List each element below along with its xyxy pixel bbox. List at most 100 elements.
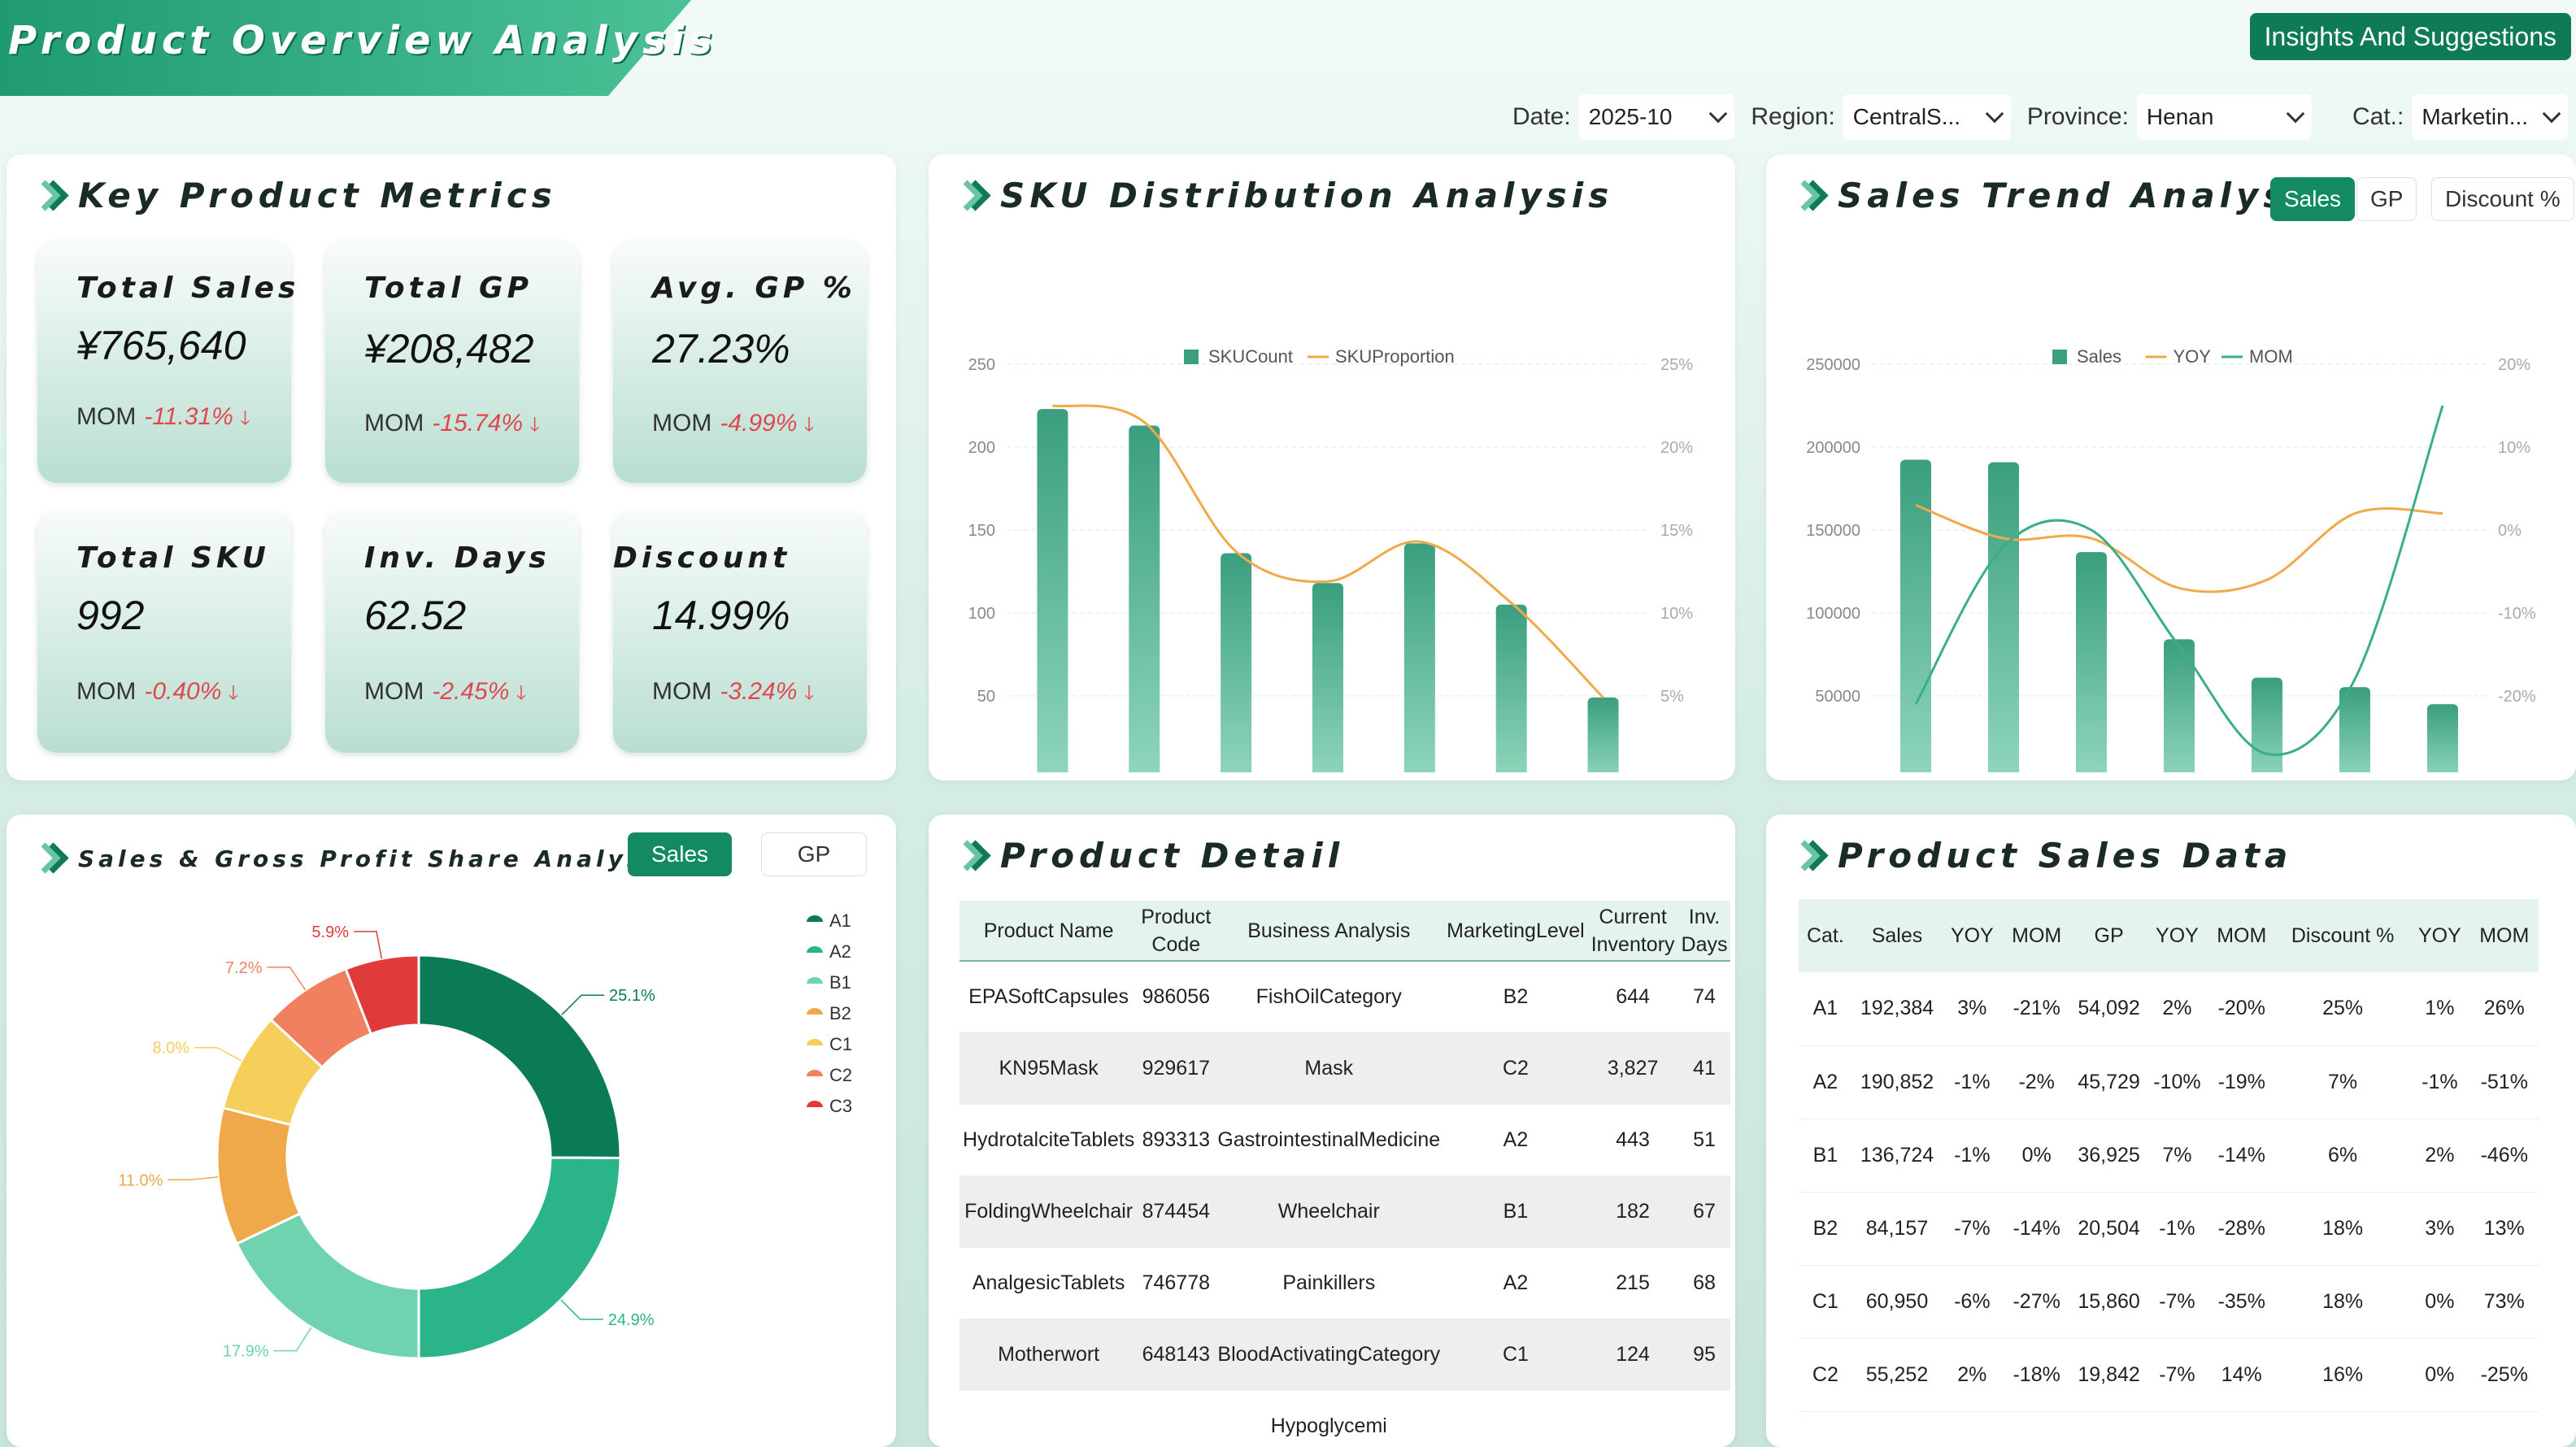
donut-slice-C3[interactable]: [344, 954, 420, 1036]
slice-label: 8.0%: [152, 1040, 189, 1058]
category-select[interactable]: Marketin...: [2412, 94, 2569, 140]
share-toggle-sales[interactable]: Sales: [628, 832, 732, 876]
legend-label[interactable]: SKUCount: [1208, 346, 1293, 367]
bar-C3[interactable]: [2427, 704, 2458, 772]
table-cell: 0%: [2002, 1119, 2071, 1193]
table-row[interactable]: KN95Mask 929617 Mask C2 3,827 41: [959, 1032, 1731, 1105]
column-header[interactable]: Cat.: [1799, 899, 1852, 972]
label-leader: [561, 994, 605, 1015]
table-cell: 36,925: [2070, 1119, 2147, 1193]
donut-slice-B1[interactable]: [235, 1211, 420, 1360]
bar-A2[interactable]: [1988, 462, 2019, 772]
legend-swatch: [807, 1008, 823, 1015]
table-row[interactable]: EPASoftCapsules 986056 FishOilCategory B2 64…: [959, 961, 1731, 1033]
arrow-down-icon: 🡓: [529, 414, 540, 436]
column-header[interactable]: Product Name: [959, 901, 1138, 962]
legend-label[interactable]: Sales: [2077, 346, 2121, 367]
bar-A1[interactable]: [1037, 409, 1068, 772]
table-row[interactable]: A1 192,384 3% -21% 54,092 2% -20% 25% 1% 26%: [1799, 972, 2539, 1046]
legend-label[interactable]: YOY: [2174, 346, 2212, 367]
trend-toggle-gp[interactable]: GP: [2356, 177, 2417, 221]
slice-label: 17.9%: [223, 1343, 269, 1361]
insights-button[interactable]: Insights And Suggestions: [2249, 13, 2571, 60]
legend-label[interactable]: C2: [829, 1065, 852, 1085]
column-header[interactable]: MOM: [2207, 899, 2276, 972]
bar-C2[interactable]: [2339, 687, 2370, 772]
column-header[interactable]: Sales: [1852, 899, 1943, 972]
table-row[interactable]: HydrotalciteTablets 893313 Gastrointestina…: [959, 1104, 1731, 1176]
legend-swatch: [1184, 350, 1199, 364]
legend-label[interactable]: A1: [829, 910, 851, 931]
region-select[interactable]: CentralS...: [1843, 94, 2011, 140]
bar-C3[interactable]: [1587, 697, 1619, 772]
legend-label[interactable]: C1: [829, 1034, 852, 1054]
table-cell: Motherwort: [959, 1319, 1138, 1391]
bar-B1[interactable]: [1221, 553, 1252, 772]
bar-B2[interactable]: [2164, 639, 2195, 772]
table-cell: 648143: [1138, 1319, 1215, 1391]
legend-label[interactable]: MOM: [2249, 346, 2293, 367]
column-header[interactable]: MOM: [2002, 899, 2071, 972]
table-row[interactable]: Hypoglycemi: [959, 1390, 1731, 1447]
column-header[interactable]: Product Code: [1138, 901, 1215, 962]
legend-label[interactable]: C3: [829, 1096, 852, 1116]
legend-swatch: [807, 915, 823, 922]
column-header[interactable]: GP: [2070, 899, 2147, 972]
sku-title: SKU Distribution Analysis: [961, 176, 1613, 215]
share-analysis-panel: Sales & Gross Profit Share Analysis Sale…: [7, 815, 896, 1447]
bar-B2[interactable]: [1312, 583, 1343, 772]
table-cell: 192,384: [1852, 972, 1943, 1046]
column-header[interactable]: Current Inventory: [1587, 901, 1678, 962]
trend-toggle-sales[interactable]: Sales: [2270, 177, 2356, 221]
section-arrow-icon: [961, 180, 989, 212]
bar-A1[interactable]: [1900, 459, 1931, 772]
column-header[interactable]: Discount %: [2275, 899, 2410, 972]
region-filter-label: Region:: [1751, 103, 1835, 130]
series-line-MOM[interactable]: [1914, 405, 2444, 756]
table-cell: B1: [1799, 1119, 1852, 1193]
table-row[interactable]: Motherwort 648143 BloodActivatingCategory C…: [959, 1319, 1731, 1391]
table-cell: -21%: [2002, 972, 2071, 1046]
date-select[interactable]: 2025-10: [1578, 94, 1735, 140]
bar-B1[interactable]: [2076, 552, 2107, 772]
table-cell: 25%: [2275, 972, 2410, 1046]
date-select-value: 2025-10: [1588, 104, 1673, 129]
column-header[interactable]: Inv. Days: [1677, 901, 1731, 962]
column-header[interactable]: Business Analysis: [1214, 901, 1444, 962]
legend-label[interactable]: B2: [829, 1003, 851, 1023]
metric-mom: MOM -15.74% 🡓: [364, 410, 540, 444]
table-row[interactable]: A2 190,852 -1% -2% 45,729 -10% -19% 7% -1% -51%: [1799, 1045, 2539, 1119]
legend-label[interactable]: B1: [829, 972, 851, 993]
share-toggle-gp[interactable]: GP: [761, 832, 867, 876]
table-cell: 67: [1677, 1175, 1731, 1248]
table-row[interactable]: C1 60,950 -6% -27% 15,860 -7% -35% 18% 0% 73%: [1799, 1265, 2539, 1339]
series-line-SKUProportion[interactable]: [1052, 404, 1604, 699]
table-row[interactable]: C2 55,252 2% -18% 19,842 -7% 14% 16% 0% -25%: [1799, 1338, 2539, 1412]
province-select[interactable]: Henan: [2136, 94, 2312, 140]
legend-label[interactable]: SKUProportion: [1335, 346, 1455, 367]
trend-toggle-discount[interactable]: Discount %: [2431, 177, 2574, 221]
column-header[interactable]: YOY: [1942, 899, 2003, 972]
donut-slice-A1[interactable]: [417, 954, 622, 1160]
table-cell: 41: [1677, 1032, 1731, 1105]
bar-C1[interactable]: [1403, 543, 1435, 772]
table-row[interactable]: AnalgesicTablets 746778 Painkillers A2 215 68: [959, 1247, 1731, 1319]
table-row[interactable]: B1 136,724 -1% 0% 36,925 7% -14% 6% 2% -46%: [1799, 1119, 2539, 1193]
column-header[interactable]: MarketingLevel: [1443, 901, 1588, 962]
table-cell: 18%: [2275, 1265, 2410, 1339]
series-line-YOY[interactable]: [1915, 503, 2443, 593]
table-row[interactable]: B2 84,157 -7% -14% 20,504 -1% -28% 18% 3% 13%: [1799, 1192, 2539, 1266]
column-header[interactable]: YOY: [2409, 899, 2470, 972]
donut-slice-A2[interactable]: [417, 1156, 622, 1360]
legend-label[interactable]: A2: [829, 941, 851, 962]
column-header[interactable]: YOY: [2147, 899, 2208, 972]
table-cell: 95: [1677, 1319, 1731, 1391]
column-header[interactable]: MOM: [2469, 899, 2539, 972]
bar-C2[interactable]: [1495, 604, 1527, 772]
table-row[interactable]: FoldingWheelchair 874454 Wheelchair B1 182 67: [959, 1175, 1731, 1248]
table-cell: 73%: [2469, 1265, 2539, 1339]
metric-card-inv-days: Inv. Days 62.52 MOM -2.45% 🡓: [325, 511, 579, 753]
title-banner: [0, 0, 691, 96]
bar-C1[interactable]: [2252, 677, 2282, 772]
bar-A2[interactable]: [1129, 425, 1160, 772]
